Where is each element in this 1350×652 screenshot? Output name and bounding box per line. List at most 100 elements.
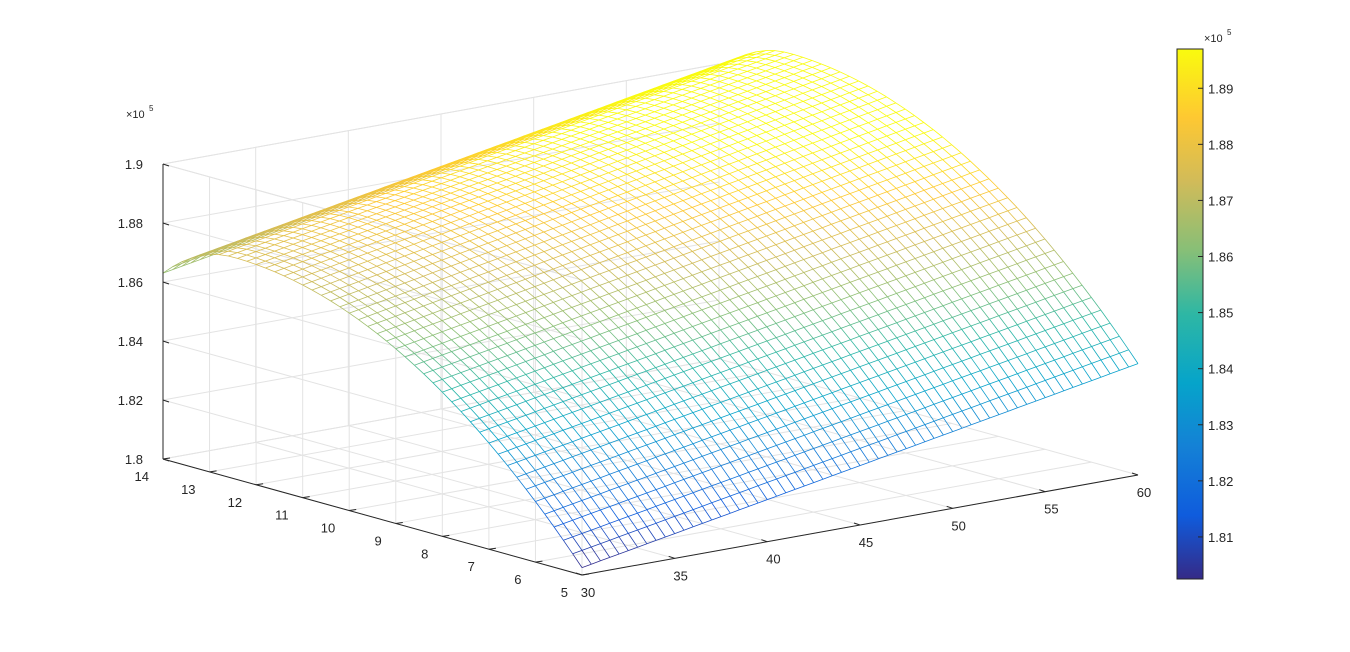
mesh-segment	[618, 467, 629, 472]
mesh-segment	[423, 254, 433, 259]
mesh-segment	[572, 456, 583, 470]
mesh-segment	[348, 206, 358, 209]
mesh-segment	[618, 314, 628, 325]
mesh-segment	[478, 317, 489, 327]
mesh-segment	[821, 211, 832, 216]
mesh-segment	[552, 218, 563, 226]
mesh-segment	[692, 408, 703, 413]
mesh-segment	[608, 314, 619, 319]
mesh-segment	[413, 295, 424, 300]
mesh-segment	[441, 259, 452, 267]
mesh-segment	[460, 226, 470, 233]
mesh-segment	[404, 223, 414, 229]
mesh-segment	[563, 519, 573, 524]
mesh-segment	[886, 132, 897, 137]
mesh-segment	[812, 268, 823, 280]
mesh-segment	[905, 330, 916, 335]
mesh-segment	[748, 419, 758, 424]
mesh-segment	[515, 135, 525, 142]
mesh-segment	[812, 309, 823, 321]
mesh-segment	[915, 312, 925, 317]
mesh-segment	[831, 458, 842, 473]
mesh-segment	[710, 333, 721, 345]
mesh-segment	[747, 94, 757, 99]
mesh-segment	[627, 241, 637, 250]
mesh-segment	[951, 201, 962, 206]
mesh-segment	[534, 384, 545, 395]
mesh-segment	[794, 285, 804, 290]
mesh-segment	[423, 305, 434, 314]
mesh-segment	[1110, 352, 1120, 357]
mesh-segment	[803, 123, 813, 128]
mesh-segment	[812, 192, 823, 197]
mesh-segment	[739, 442, 750, 456]
mesh-segment	[664, 323, 675, 334]
mesh-segment	[711, 372, 721, 377]
mesh-segment	[905, 414, 916, 429]
mesh-segment	[738, 141, 748, 149]
mesh-segment	[774, 77, 785, 82]
mesh-segment	[747, 239, 758, 244]
mesh-segment	[515, 282, 526, 291]
mesh-segment	[850, 306, 860, 311]
mesh-segment	[535, 501, 546, 515]
mesh-segment	[460, 299, 470, 304]
mesh-segment	[700, 90, 711, 96]
mesh-segment	[821, 170, 832, 179]
mesh-segment	[162, 266, 173, 274]
mesh-segment	[729, 445, 740, 460]
mesh-segment	[496, 144, 507, 152]
mesh-segment	[469, 204, 479, 209]
mesh-segment	[747, 208, 758, 217]
mesh-segment	[552, 224, 563, 229]
mesh-segment	[386, 276, 396, 281]
mesh-segment	[497, 439, 508, 451]
mesh-segment	[617, 230, 628, 235]
mesh-segment	[404, 182, 414, 187]
mesh-segment	[506, 223, 517, 228]
mesh-segment	[283, 231, 294, 236]
mesh-segment	[720, 261, 730, 266]
mesh-segment	[775, 256, 786, 267]
mesh-segment	[663, 98, 674, 103]
mesh-segment	[348, 198, 358, 206]
mesh-segment	[626, 115, 637, 119]
mesh-segment	[413, 190, 423, 195]
mesh-segment	[608, 128, 618, 133]
mesh-segment	[673, 121, 683, 126]
mesh-segment	[654, 220, 665, 229]
mesh-segment	[302, 250, 312, 255]
mesh-segment	[868, 149, 878, 154]
mesh-segment	[839, 84, 850, 89]
mesh-segment	[506, 245, 517, 253]
mesh-segment	[627, 388, 638, 393]
mesh-segment	[665, 466, 675, 471]
mesh-segment	[645, 97, 655, 100]
floor-grid-x	[626, 375, 1046, 493]
mesh-segment	[849, 268, 860, 280]
mesh-segment	[561, 162, 572, 167]
mesh-segment	[274, 223, 284, 229]
mesh-segment	[756, 204, 767, 214]
mesh-segment	[887, 293, 897, 298]
mesh-segment	[803, 295, 814, 300]
mesh-segment	[562, 415, 573, 428]
mesh-segment	[998, 210, 1008, 215]
mesh-segment	[608, 186, 618, 191]
mesh-segment	[589, 148, 600, 154]
mesh-segment	[896, 209, 906, 214]
mesh-segment	[626, 201, 637, 209]
mesh-segment	[367, 252, 377, 259]
mesh-segment	[720, 357, 731, 370]
mesh-segment	[663, 187, 674, 195]
mesh-segment	[961, 424, 972, 429]
mesh-segment	[738, 200, 749, 209]
mesh-segment	[859, 351, 870, 364]
mesh-segment	[673, 306, 684, 317]
mesh-segment	[581, 363, 591, 368]
mesh-segment	[914, 122, 924, 127]
mesh-segment	[515, 175, 526, 181]
mesh-segment	[812, 129, 822, 134]
mesh-segment	[553, 490, 564, 496]
